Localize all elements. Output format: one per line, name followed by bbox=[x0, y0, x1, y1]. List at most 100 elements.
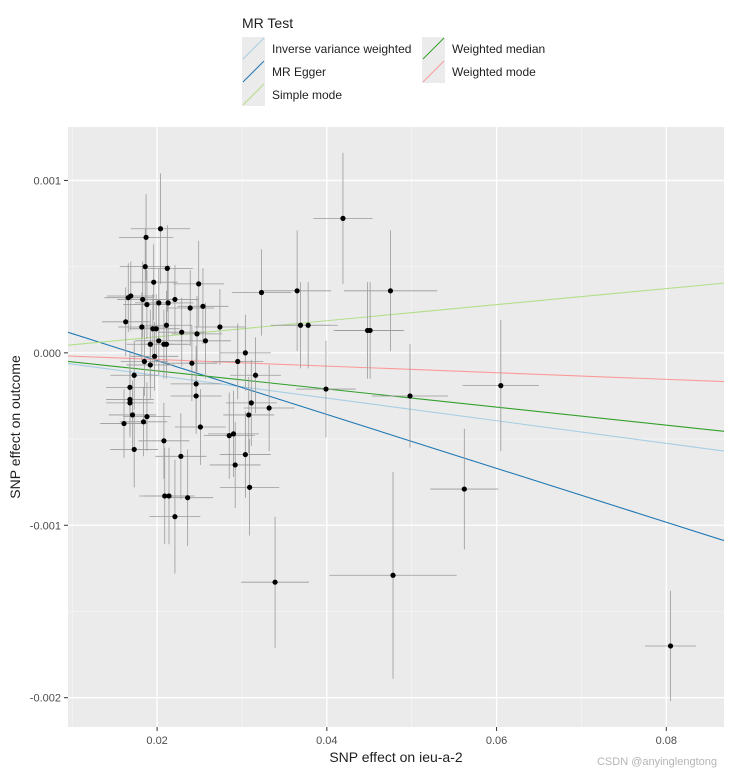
data-point bbox=[390, 572, 396, 578]
data-point bbox=[151, 353, 158, 359]
data-point bbox=[163, 322, 170, 328]
data-point bbox=[230, 431, 237, 437]
data-point bbox=[232, 462, 238, 468]
legend-items: Inverse variance weighted MR Egger Simple … bbox=[242, 37, 545, 106]
data-point bbox=[461, 486, 467, 492]
grid-major bbox=[68, 127, 724, 727]
data-point bbox=[193, 381, 199, 387]
legend-key-line bbox=[422, 37, 445, 60]
data-point bbox=[139, 324, 145, 330]
y-axis-ticks: 0.001 0.000 -0.001 -0.002 bbox=[30, 175, 68, 705]
fit-line-simple-mode bbox=[68, 282, 724, 346]
data-point bbox=[196, 281, 202, 287]
data-point bbox=[202, 338, 209, 344]
x-axis-ticks: 0.02 0.04 0.06 0.08 bbox=[146, 727, 677, 747]
data-point bbox=[129, 412, 136, 418]
data-point bbox=[266, 405, 272, 411]
data-point bbox=[141, 358, 147, 365]
grid-minor bbox=[68, 127, 724, 727]
data-point bbox=[179, 329, 185, 335]
data-point bbox=[246, 412, 252, 418]
legend-title: MR Test bbox=[242, 15, 293, 31]
data-point bbox=[172, 296, 178, 303]
data-point bbox=[185, 495, 191, 501]
data-point bbox=[162, 493, 168, 499]
data-point bbox=[157, 226, 164, 232]
data-point bbox=[140, 419, 147, 425]
data-point bbox=[226, 433, 232, 439]
fit-line-mr-egger bbox=[68, 331, 724, 542]
data-point bbox=[189, 360, 195, 366]
data-point bbox=[156, 300, 162, 306]
x-tick-label: 0.02 bbox=[146, 735, 167, 747]
legend-key-line bbox=[242, 60, 265, 83]
data-point bbox=[498, 383, 504, 389]
data-point bbox=[340, 215, 346, 221]
data-point bbox=[387, 288, 394, 294]
fit-line-weighted-mode bbox=[68, 355, 724, 383]
data-point bbox=[323, 386, 329, 392]
data-point bbox=[142, 264, 148, 270]
data-point bbox=[193, 393, 199, 399]
data-point bbox=[131, 372, 137, 378]
data-point bbox=[217, 324, 223, 330]
legend-label: Weighted median bbox=[452, 42, 545, 56]
data-point bbox=[242, 451, 248, 458]
data-point bbox=[128, 293, 134, 299]
plot-panel bbox=[68, 127, 724, 727]
x-tick-label: 0.06 bbox=[486, 735, 507, 747]
data-point bbox=[235, 358, 241, 365]
data-point bbox=[407, 393, 413, 399]
data-point bbox=[147, 362, 153, 368]
data-point bbox=[667, 643, 674, 649]
data-point bbox=[305, 322, 311, 328]
data-point bbox=[131, 446, 137, 453]
legend-item-weighted-mode: Weighted mode bbox=[422, 60, 536, 83]
data-point bbox=[197, 424, 203, 430]
data-point bbox=[164, 265, 170, 271]
data-point bbox=[161, 438, 167, 444]
data-point bbox=[252, 372, 259, 378]
x-tick-label: 0.08 bbox=[656, 735, 677, 747]
legend-key-line bbox=[242, 37, 265, 60]
data-point bbox=[153, 326, 159, 332]
data-point bbox=[127, 400, 133, 406]
data-point bbox=[156, 338, 162, 344]
data-point bbox=[247, 484, 253, 490]
y-tick-label: 0.000 bbox=[33, 348, 61, 360]
watermark: CSDN @anyinglengtong bbox=[597, 756, 717, 768]
data-point bbox=[272, 579, 278, 585]
data-point bbox=[200, 303, 206, 309]
data-point bbox=[166, 493, 172, 499]
data-point bbox=[140, 296, 146, 303]
y-tick-label: -0.002 bbox=[30, 693, 61, 705]
data-point bbox=[121, 420, 127, 427]
fit-lines bbox=[68, 282, 724, 542]
data-point bbox=[151, 279, 157, 285]
data-point bbox=[242, 350, 248, 356]
data-point bbox=[143, 234, 149, 240]
data-point bbox=[194, 331, 200, 337]
data-point bbox=[178, 453, 184, 459]
data-point bbox=[294, 288, 300, 294]
y-tick-label: -0.001 bbox=[30, 520, 61, 532]
fit-line-inverse-variance-weighted bbox=[68, 363, 724, 452]
data-point bbox=[297, 322, 304, 328]
legend-item-weighted-median: Weighted median bbox=[422, 37, 545, 60]
legend-label: MR Egger bbox=[272, 65, 326, 79]
legend-item-simple-mode: Simple mode bbox=[242, 83, 342, 106]
legend: MR Test Inverse variance weighted MR Egge… bbox=[242, 15, 545, 106]
legend-item-mr-egger: MR Egger bbox=[242, 60, 326, 83]
legend-label: Simple mode bbox=[272, 88, 342, 102]
data-point bbox=[367, 327, 373, 334]
data-point bbox=[127, 384, 133, 390]
data-point bbox=[172, 514, 178, 520]
data-points bbox=[121, 215, 674, 649]
data-point bbox=[123, 319, 129, 325]
x-axis-title: SNP effect on ieu-a-2 bbox=[329, 749, 463, 765]
y-axis-title: SNP effect on outcome bbox=[7, 355, 23, 499]
x-tick-label: 0.04 bbox=[316, 735, 337, 747]
legend-label: Inverse variance weighted bbox=[272, 42, 411, 56]
data-point bbox=[248, 400, 254, 406]
